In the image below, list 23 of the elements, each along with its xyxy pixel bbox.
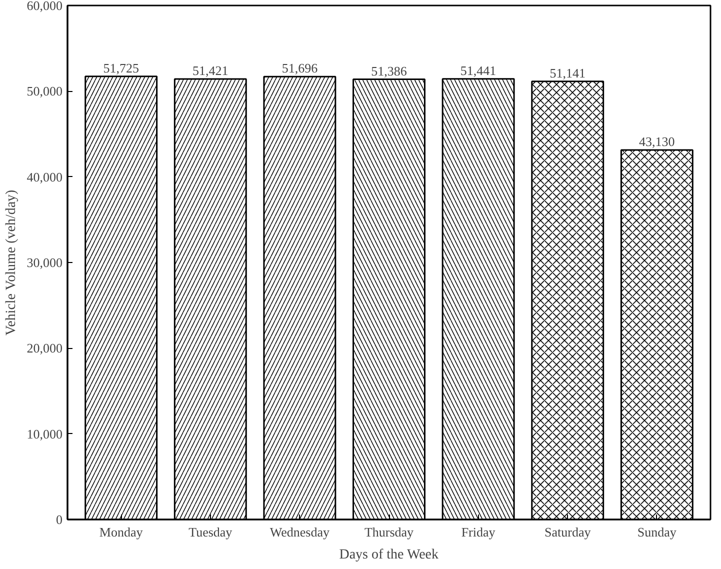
x-tick-label: Thursday [364, 524, 414, 540]
data-label: 51,696 [282, 60, 318, 76]
x-tick-label: Sunday [637, 524, 677, 540]
y-tick-label: 20,000 [26, 340, 62, 356]
data-label: 51,421 [192, 62, 228, 78]
y-tick-label: 50,000 [26, 84, 62, 99]
y-tick-label: 60,000 [26, 0, 62, 13]
data-label: 51,725 [103, 60, 139, 76]
y-axis-title: Vehicle Volume (veh/day) [4, 189, 19, 336]
data-label: 51,441 [460, 62, 496, 78]
x-axis-title: Days of the Week [339, 548, 439, 562]
y-tick-label: 0 [56, 512, 62, 527]
y-tick-label: 40,000 [26, 169, 62, 184]
data-label: 43,130 [639, 134, 675, 150]
x-tick-label: Monday [99, 524, 144, 540]
x-tick-label: Wednesday [270, 524, 330, 540]
x-tick-label: Friday [461, 524, 496, 540]
y-tick-label: 30,000 [26, 255, 62, 270]
x-tick-label: Saturday [544, 524, 592, 540]
data-label: 51,141 [550, 65, 586, 80]
y-tick-label: 10,000 [26, 426, 62, 442]
data-label: 51,386 [371, 63, 408, 78]
x-tick-label: Tuesday [188, 524, 233, 540]
